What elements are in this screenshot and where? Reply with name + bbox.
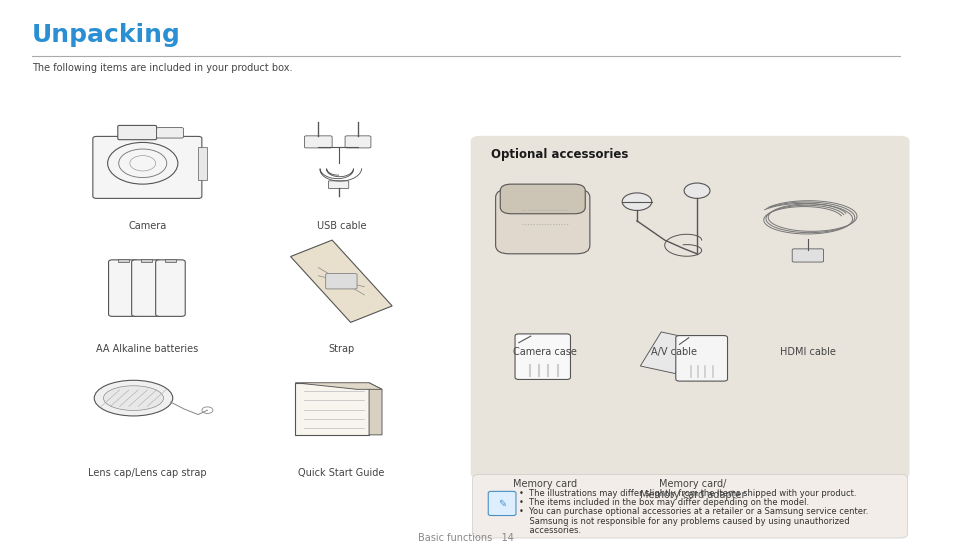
FancyBboxPatch shape	[117, 125, 156, 140]
FancyBboxPatch shape	[132, 260, 161, 316]
Text: Camera case: Camera case	[512, 347, 576, 357]
FancyBboxPatch shape	[92, 136, 202, 198]
FancyBboxPatch shape	[496, 189, 589, 254]
FancyBboxPatch shape	[488, 491, 516, 516]
Ellipse shape	[94, 380, 172, 416]
Text: Memory card: Memory card	[512, 479, 576, 488]
Text: Quick Start Guide: Quick Start Guide	[298, 468, 384, 478]
FancyBboxPatch shape	[499, 184, 584, 214]
FancyBboxPatch shape	[109, 260, 138, 316]
Text: ✎: ✎	[497, 499, 506, 509]
Text: Unpacking: Unpacking	[31, 23, 180, 47]
Polygon shape	[518, 336, 530, 343]
Polygon shape	[679, 338, 688, 344]
FancyBboxPatch shape	[328, 181, 349, 188]
Text: USB cable: USB cable	[316, 221, 366, 231]
Circle shape	[683, 183, 709, 198]
FancyBboxPatch shape	[470, 136, 908, 479]
FancyBboxPatch shape	[325, 273, 356, 289]
Ellipse shape	[103, 386, 163, 411]
FancyBboxPatch shape	[345, 136, 371, 148]
Text: Memory card/
Memory card adapter: Memory card/ Memory card adapter	[639, 479, 744, 500]
FancyBboxPatch shape	[515, 334, 570, 379]
FancyBboxPatch shape	[294, 383, 369, 435]
FancyBboxPatch shape	[156, 128, 183, 138]
FancyBboxPatch shape	[472, 475, 906, 538]
Text: Samsung is not responsible for any problems caused by using unauthorized: Samsung is not responsible for any probl…	[518, 517, 848, 526]
Text: •  The illustrations may differ slightly from the items shipped with your produc: • The illustrations may differ slightly …	[518, 488, 856, 497]
Circle shape	[621, 193, 651, 211]
Text: accessories.: accessories.	[518, 526, 580, 535]
FancyBboxPatch shape	[791, 249, 822, 262]
Text: The following items are included in your product box.: The following items are included in your…	[31, 63, 292, 73]
FancyBboxPatch shape	[675, 335, 727, 381]
Polygon shape	[639, 332, 692, 374]
Bar	[117, 259, 129, 262]
Text: Optional accessories: Optional accessories	[491, 148, 628, 161]
Text: A/V cable: A/V cable	[650, 347, 697, 357]
FancyBboxPatch shape	[304, 136, 332, 148]
Bar	[165, 259, 175, 262]
Text: •  You can purchase optional accessories at a retailer or a Samsung service cent: • You can purchase optional accessories …	[518, 507, 867, 516]
Text: Lens cap/Lens cap strap: Lens cap/Lens cap strap	[88, 468, 207, 478]
Text: Camera: Camera	[128, 221, 167, 231]
Polygon shape	[291, 240, 392, 323]
Polygon shape	[369, 383, 381, 435]
Text: Strap: Strap	[328, 344, 355, 354]
Text: •  The items included in the box may differ depending on the model.: • The items included in the box may diff…	[518, 498, 808, 507]
Text: Basic functions   14: Basic functions 14	[417, 533, 514, 543]
Bar	[141, 259, 152, 262]
Text: AA Alkaline batteries: AA Alkaline batteries	[96, 344, 198, 354]
Text: HDMI cable: HDMI cable	[780, 347, 835, 357]
Bar	[198, 147, 207, 180]
FancyBboxPatch shape	[155, 260, 185, 316]
Polygon shape	[294, 383, 381, 389]
